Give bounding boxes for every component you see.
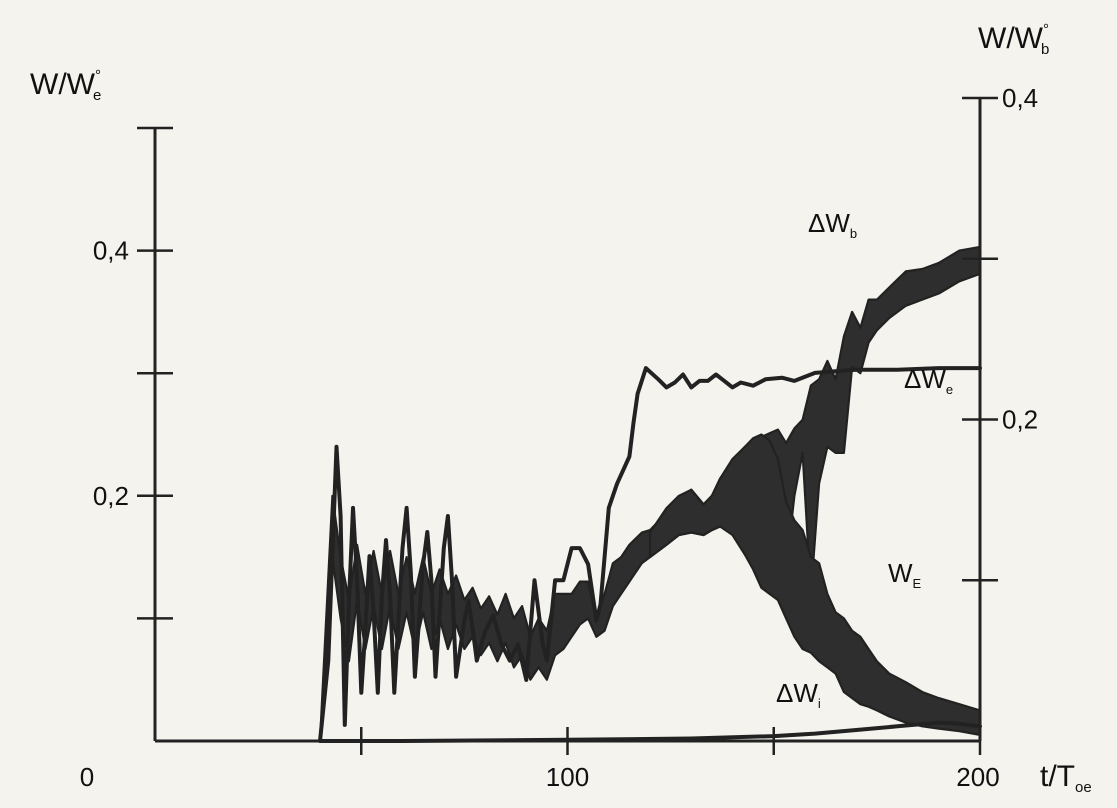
x-tick-label-200: 200	[956, 762, 999, 792]
x-tick-label-100: 100	[546, 762, 589, 792]
series-line-dwb	[318, 366, 982, 743]
left-axis-title: W/W° e	[30, 67, 101, 104]
left-tick-label-0.2: 0,2	[93, 481, 129, 511]
series-label-we: WE	[888, 558, 922, 591]
band-layer	[318, 245, 982, 743]
x-axis-title: t/Toe	[1040, 760, 1092, 796]
series-label-dwi: ΔWi	[776, 678, 821, 711]
left-tick-label-0.4: 0,4	[93, 236, 129, 266]
right-tick-label-0.4: 0,4	[1002, 83, 1038, 113]
series-line-dwi	[318, 720, 982, 743]
series-label-dwb: ΔWb	[808, 208, 857, 241]
x-tick-label-0: 0	[80, 762, 94, 792]
label-layer: W/W° e W/W° b t/Toe ΔWb ΔWe WE ΔWi	[30, 21, 1092, 796]
right-axis-title: W/W° b	[978, 21, 1049, 58]
axes-layer: 0 100 200 0,2 0,4 0,2 0,4	[80, 83, 1038, 792]
right-tick-label-0.2: 0,2	[1002, 405, 1038, 435]
series-label-dwe: ΔWe	[904, 364, 953, 397]
